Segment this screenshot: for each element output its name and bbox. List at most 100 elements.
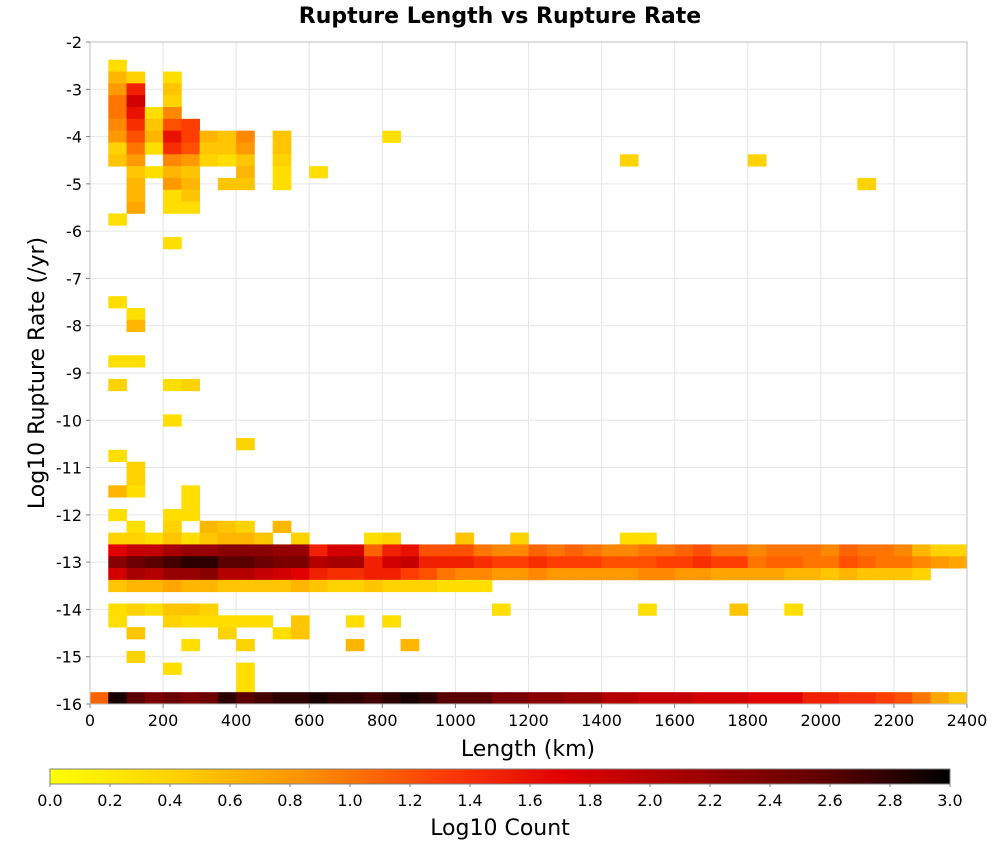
heatmap-cell: [473, 556, 493, 569]
heatmap-cell: [546, 568, 566, 581]
heatmap-cell: [766, 568, 785, 581]
heatmap-cell: [912, 692, 931, 704]
heatmap-cell: [345, 692, 365, 704]
heatmap-cell: [290, 544, 310, 557]
heatmap-cell: [290, 556, 310, 569]
heatmap-cell: [254, 692, 274, 704]
heatmap-cell: [619, 692, 639, 704]
heatmap-cell: [638, 544, 657, 557]
heatmap-cell: [236, 662, 255, 675]
heatmap-cell: [108, 485, 127, 498]
heatmap-cell: [272, 177, 292, 191]
heatmap-cell: [126, 201, 146, 214]
heatmap-cell: [181, 189, 201, 202]
heatmap-cell: [893, 544, 913, 557]
heatmap-cell: [126, 692, 146, 704]
heatmap-cell: [327, 544, 347, 557]
heatmap-cell: [583, 692, 602, 704]
heatmap-cell: [126, 130, 146, 143]
heatmap-cell: [382, 130, 402, 143]
heatmap-cell: [181, 638, 201, 652]
heatmap-cell: [108, 579, 127, 593]
x-tick-label: 1400: [581, 711, 622, 730]
heatmap-cell: [455, 568, 475, 581]
heatmap-cell: [108, 118, 127, 132]
heatmap-cell: [236, 638, 255, 652]
heatmap-cell: [418, 579, 438, 593]
heatmap-cell: [729, 568, 749, 581]
x-axis-ticks: 0 200 400 600 800 1000 1200 1400 1600 1800 2000 220…: [85, 704, 987, 730]
heatmap-cell: [108, 213, 127, 226]
heatmap-cell: [875, 556, 895, 569]
heatmap-cell: [126, 83, 146, 96]
colorbar-tick-label: 1.6: [517, 791, 542, 810]
colorbar-tick-label: 0.2: [97, 791, 122, 810]
heatmap-cell: [181, 166, 201, 179]
heatmap-cell: [619, 556, 639, 569]
heatmap-cell: [236, 692, 255, 704]
heatmap-cell: [108, 296, 127, 309]
heatmap-cell: [126, 579, 146, 593]
heatmap-cell: [601, 692, 621, 704]
heatmap-cell: [126, 118, 146, 132]
heatmap-cell: [126, 107, 146, 120]
heatmap-cell: [638, 692, 657, 704]
heatmap-cell: [528, 568, 548, 581]
heatmap-cell: [473, 692, 493, 704]
heatmap-cell: [656, 568, 676, 581]
heatmap-cell: [802, 568, 822, 581]
heatmap-cell: [820, 544, 840, 557]
heatmap-cell: [309, 544, 328, 557]
heatmap-cell: [784, 544, 803, 557]
heatmap-cell: [108, 615, 127, 628]
heatmap-cell: [345, 544, 365, 557]
heatmap-cell: [437, 544, 456, 557]
heatmap-cell: [656, 692, 676, 704]
heatmap-cell: [144, 692, 164, 704]
heatmap-cell: [418, 556, 438, 569]
heatmap-cell: [236, 438, 255, 451]
heatmap-cell: [327, 579, 347, 593]
heatmap-cell: [163, 544, 182, 557]
heatmap-cell: [181, 603, 201, 616]
y-tick-label: -7: [66, 269, 82, 288]
heatmap-cell: [290, 579, 310, 593]
heatmap-cell: [217, 544, 237, 557]
heatmap-cell: [236, 142, 255, 155]
heatmap-cell: [126, 307, 146, 321]
heatmap-cell: [875, 692, 895, 704]
heatmap-cell: [199, 579, 219, 593]
heatmap-cell: [163, 520, 182, 533]
heatmap-cell: [802, 556, 822, 569]
heatmap-cell: [108, 568, 127, 581]
heatmap-cell: [126, 189, 146, 202]
colorbar-tick-label: 1.8: [577, 791, 602, 810]
heatmap-cell: [199, 544, 219, 557]
heatmap-cell: [729, 692, 749, 704]
x-tick-label: 400: [221, 711, 252, 730]
heatmap-cell: [144, 130, 164, 143]
heatmap-cell: [437, 692, 456, 704]
heatmap-cell: [217, 520, 237, 533]
heatmap-cell: [802, 692, 822, 704]
heatmap-cell: [583, 556, 602, 569]
heatmap-cell: [272, 142, 292, 155]
heatmap-cell: [144, 118, 164, 132]
heatmap-cell: [364, 544, 383, 557]
heatmap-cell: [382, 692, 402, 704]
heatmap-cell: [857, 544, 877, 557]
heatmap-cell: [181, 532, 201, 545]
heatmap-cell: [217, 692, 237, 704]
heatmap-cell: [126, 627, 146, 640]
heatmap-cell: [199, 520, 219, 533]
heatmap-cell: [108, 154, 127, 167]
heatmap-cell: [126, 166, 146, 179]
y-tick-label: -10: [56, 411, 82, 430]
heatmap-cell: [181, 508, 201, 522]
heatmap-cell: [236, 532, 255, 545]
y-tick-label: -8: [66, 317, 82, 336]
heatmap-cell: [144, 556, 164, 569]
y-tick-label: -13: [56, 553, 82, 572]
y-tick-label: -15: [56, 648, 82, 667]
colorbar-ticks: 0.0 0.2 0.4 0.6 0.8 1.0 1.2 1.4 1.6 1.8 2.0 2.2 2.4 2…: [37, 784, 963, 810]
